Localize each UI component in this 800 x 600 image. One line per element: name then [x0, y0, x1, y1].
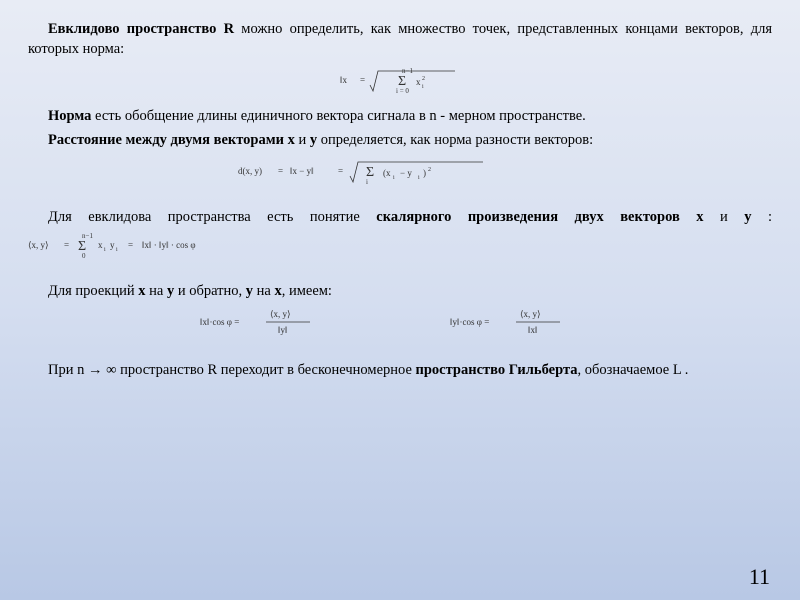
svg-text:): ) [423, 168, 426, 178]
svg-text:i: i [116, 247, 118, 253]
p5-rest: , имеем: [282, 283, 332, 299]
p2-bold: Норма [48, 108, 91, 124]
svg-text:d(x, y): d(x, y) [238, 166, 262, 176]
svg-text:⟨x, y⟩: ⟨x, y⟩ [270, 309, 291, 319]
svg-text:‖y‖·cos φ =: ‖y‖·cos φ = [450, 317, 489, 327]
formula-norm: ‖x = n−1 Σ i = 0 x 2 i [28, 63, 772, 97]
svg-text:‖x‖ · ‖y‖ · cos φ: ‖x‖ · ‖y‖ · cos φ [142, 240, 196, 250]
svg-text:i: i [104, 247, 106, 253]
p4-bold: скалярного произведения двух векторов x [376, 209, 703, 225]
svg-text:i: i [366, 178, 368, 186]
p6-post: , обозначаемое L . [578, 362, 689, 378]
paragraph-4: Для евклидова пространства есть понятие … [28, 208, 772, 258]
svg-text:i: i [393, 175, 395, 181]
p6-pre: При n → ∞ пространство R переходит в бес… [48, 362, 416, 378]
svg-text:y: y [110, 240, 115, 250]
svg-text:‖x‖·cos φ =: ‖x‖·cos φ = [200, 317, 239, 327]
paragraph-2: Норма есть обобщение длины единичного ве… [28, 107, 772, 127]
svg-text:2: 2 [422, 76, 425, 82]
svg-text:⟨x, y⟩: ⟨x, y⟩ [520, 309, 541, 319]
p5-mid: и обратно, [174, 283, 246, 299]
svg-text:0: 0 [82, 252, 86, 258]
p3-mid: и [295, 132, 310, 148]
p4-mid: и [704, 209, 745, 225]
svg-text:‖y‖: ‖y‖ [278, 325, 288, 335]
svg-text:x: x [416, 77, 421, 87]
svg-text:⟨x, y⟩: ⟨x, y⟩ [28, 240, 49, 250]
svg-text:=: = [64, 240, 69, 250]
p5-x: x [138, 283, 145, 299]
svg-text:(x: (x [383, 168, 391, 178]
svg-text:i: i [418, 175, 420, 181]
svg-text:2: 2 [428, 167, 431, 173]
paragraph-6: При n → ∞ пространство R переходит в бес… [28, 361, 772, 381]
p5-pre: Для проекций [48, 283, 138, 299]
paragraph-5: Для проекций x на y и обратно, y на x, и… [28, 282, 772, 302]
svg-text:x: x [98, 240, 103, 250]
p3-rest: определяется, как норма разности векторо… [317, 132, 593, 148]
p1-bold: Евклидово пространство R [48, 21, 234, 37]
page-number: 11 [749, 564, 770, 590]
svg-text:=: = [338, 166, 343, 176]
p6-bold: пространство Гильберта [416, 362, 578, 378]
svg-text:=: = [128, 240, 133, 250]
p4-post: : [752, 209, 773, 225]
svg-text:‖x‖: ‖x‖ [528, 325, 538, 335]
svg-text:=: = [278, 166, 283, 176]
svg-text:=: = [360, 75, 365, 85]
p4-pre: Для евклидова пространства есть понятие [48, 209, 376, 225]
p4-y: y [744, 209, 751, 225]
paragraph-3: Расстояние между двумя векторами x и y о… [28, 131, 772, 151]
paragraph-1: Евклидово пространство R можно определит… [28, 20, 772, 59]
svg-text:i: i [422, 84, 424, 90]
p2-rest: есть обобщение длины единичного вектора … [91, 108, 585, 124]
p3-pre: Расстояние между двумя векторами x [48, 132, 295, 148]
svg-text:i = 0: i = 0 [396, 87, 409, 95]
svg-text:‖x − y‖: ‖x − y‖ [290, 166, 314, 176]
formula-distance: d(x, y) = ‖x − y‖ = Σ i (x i − y i ) 2 [28, 154, 772, 188]
svg-text:‖x: ‖x [340, 75, 348, 85]
p5-on: на [146, 283, 167, 299]
svg-text:− y: − y [400, 168, 412, 178]
formula-projections: ‖x‖·cos φ = ⟨x, y⟩ ‖y‖ ‖y‖·cos φ = ⟨x, y… [28, 305, 772, 337]
